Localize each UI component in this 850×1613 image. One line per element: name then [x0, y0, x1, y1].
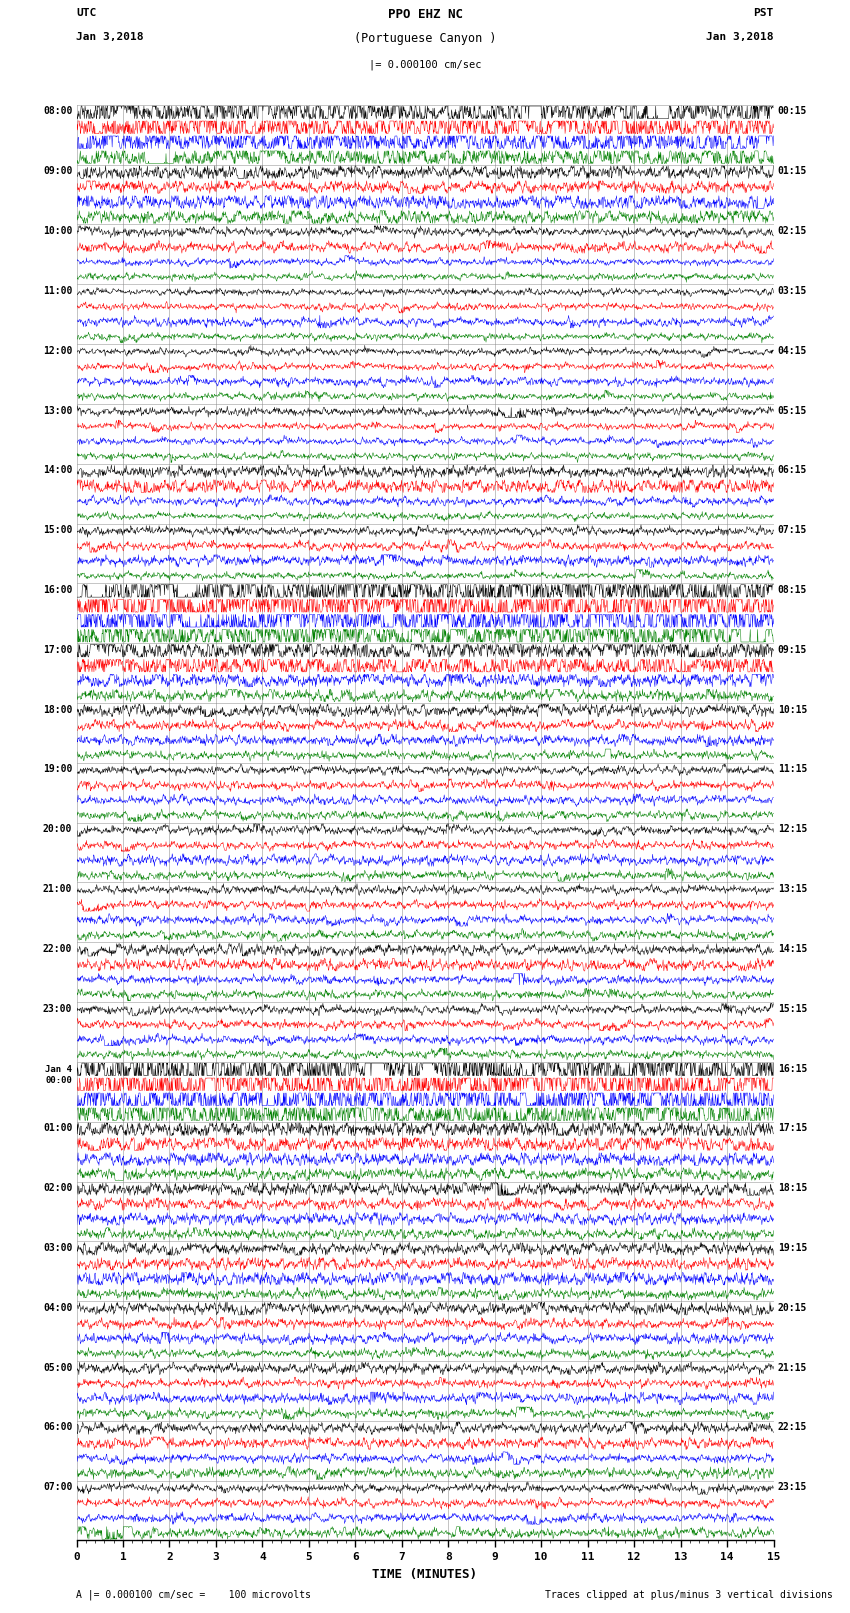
Text: 12:15: 12:15: [778, 824, 807, 834]
Text: UTC: UTC: [76, 8, 97, 18]
Text: 15:00: 15:00: [42, 526, 72, 536]
Text: 10:00: 10:00: [42, 226, 72, 235]
Text: 20:15: 20:15: [778, 1303, 807, 1313]
Text: Jan 3,2018: Jan 3,2018: [706, 32, 774, 42]
Text: 01:15: 01:15: [778, 166, 807, 176]
Text: PST: PST: [753, 8, 774, 18]
Text: 08:00: 08:00: [42, 106, 72, 116]
Text: |= 0.000100 cm/sec: |= 0.000100 cm/sec: [369, 60, 481, 71]
Text: 14:15: 14:15: [778, 944, 807, 953]
Text: 05:15: 05:15: [778, 405, 807, 416]
Text: 16:15: 16:15: [778, 1063, 807, 1074]
Text: A |= 0.000100 cm/sec =    100 microvolts: A |= 0.000100 cm/sec = 100 microvolts: [76, 1589, 311, 1600]
Text: 00:15: 00:15: [778, 106, 807, 116]
Text: Jan 4
00:00: Jan 4 00:00: [45, 1065, 72, 1084]
Text: 07:15: 07:15: [778, 526, 807, 536]
Text: 22:00: 22:00: [42, 944, 72, 953]
Text: 19:15: 19:15: [778, 1244, 807, 1253]
Text: 13:15: 13:15: [778, 884, 807, 894]
Text: 02:00: 02:00: [42, 1184, 72, 1194]
Text: 07:00: 07:00: [42, 1482, 72, 1492]
Text: 19:00: 19:00: [42, 765, 72, 774]
Text: 15:15: 15:15: [778, 1003, 807, 1013]
X-axis label: TIME (MINUTES): TIME (MINUTES): [372, 1568, 478, 1581]
Text: 06:15: 06:15: [778, 466, 807, 476]
Text: 11:15: 11:15: [778, 765, 807, 774]
Text: 14:00: 14:00: [42, 466, 72, 476]
Text: 02:15: 02:15: [778, 226, 807, 235]
Text: Jan 3,2018: Jan 3,2018: [76, 32, 144, 42]
Text: 03:00: 03:00: [42, 1244, 72, 1253]
Text: 08:15: 08:15: [778, 586, 807, 595]
Text: 22:15: 22:15: [778, 1423, 807, 1432]
Text: 16:00: 16:00: [42, 586, 72, 595]
Text: 01:00: 01:00: [42, 1123, 72, 1134]
Text: 12:00: 12:00: [42, 345, 72, 356]
Text: 23:00: 23:00: [42, 1003, 72, 1013]
Text: 05:00: 05:00: [42, 1363, 72, 1373]
Text: 17:00: 17:00: [42, 645, 72, 655]
Text: 11:00: 11:00: [42, 286, 72, 295]
Text: 09:00: 09:00: [42, 166, 72, 176]
Text: 18:15: 18:15: [778, 1184, 807, 1194]
Text: 10:15: 10:15: [778, 705, 807, 715]
Text: 21:00: 21:00: [42, 884, 72, 894]
Text: 04:00: 04:00: [42, 1303, 72, 1313]
Text: 06:00: 06:00: [42, 1423, 72, 1432]
Text: 13:00: 13:00: [42, 405, 72, 416]
Text: 17:15: 17:15: [778, 1123, 807, 1134]
Text: 21:15: 21:15: [778, 1363, 807, 1373]
Text: 20:00: 20:00: [42, 824, 72, 834]
Text: 18:00: 18:00: [42, 705, 72, 715]
Text: 04:15: 04:15: [778, 345, 807, 356]
Text: 23:15: 23:15: [778, 1482, 807, 1492]
Text: (Portuguese Canyon ): (Portuguese Canyon ): [354, 32, 496, 45]
Text: 09:15: 09:15: [778, 645, 807, 655]
Text: 03:15: 03:15: [778, 286, 807, 295]
Text: Traces clipped at plus/minus 3 vertical divisions: Traces clipped at plus/minus 3 vertical …: [545, 1590, 833, 1600]
Text: PPO EHZ NC: PPO EHZ NC: [388, 8, 462, 21]
